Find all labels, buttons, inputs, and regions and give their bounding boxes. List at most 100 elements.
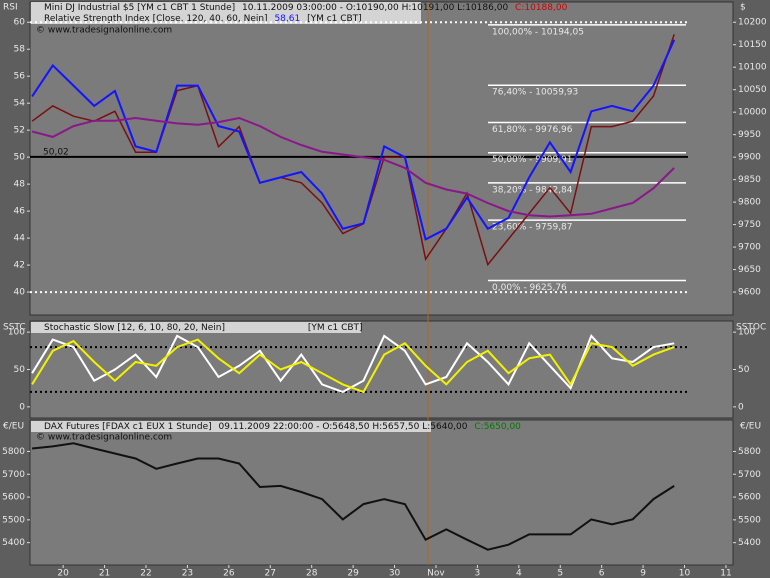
y-tick-label: 56 bbox=[14, 72, 26, 82]
y-tick-label: 0 bbox=[19, 402, 25, 412]
y-tick-label: 40 bbox=[14, 288, 26, 298]
quote: 09.11.2009 22:00:00 - O:5648,50 H:5657,5… bbox=[219, 422, 468, 432]
y2-tick-label: 10000 bbox=[738, 108, 767, 118]
x-tick-label: 10 bbox=[679, 569, 691, 578]
y2-tick-label: 9600 bbox=[738, 288, 761, 298]
x-tick-label: 30 bbox=[389, 569, 401, 578]
y-tick-label: 46 bbox=[14, 207, 26, 217]
source-tag: [YM c1 CBT] bbox=[307, 14, 362, 24]
header-box bbox=[31, 421, 431, 432]
panel bbox=[29, 419, 734, 566]
series-name: Relative Strength Index [Close, 120, 40,… bbox=[44, 14, 268, 24]
panel bbox=[29, 320, 734, 419]
y2-tick-label: 9800 bbox=[738, 198, 761, 208]
y2-tick-label: 9900 bbox=[738, 153, 761, 163]
y-tick-label: 5800 bbox=[2, 447, 25, 457]
y-tick-label: 48 bbox=[14, 180, 26, 190]
series-name: DAX Futures [FDAX c1 EUX 1 Stunde] bbox=[44, 422, 212, 432]
rsi-value: 58,61 bbox=[274, 14, 300, 24]
axis-label: €/EU bbox=[740, 422, 761, 432]
quote: 10.11.2009 03:00:00 - O:10190,00 H:10191… bbox=[242, 3, 508, 13]
header: Relative Strength Index [Close, 120, 40,… bbox=[44, 14, 362, 24]
y-tick-label: 50 bbox=[738, 365, 750, 375]
y-tick-label: 58 bbox=[14, 45, 26, 55]
series-name: Mini DJ Industrial $5 [YM c1 CBT 1 Stund… bbox=[44, 3, 235, 13]
x-tick-label: 23 bbox=[182, 569, 193, 578]
x-tick-label: 28 bbox=[306, 569, 318, 578]
x-tick-label: 5 bbox=[557, 569, 563, 578]
y-tick-label: 5400 bbox=[738, 538, 761, 548]
fib-label: 61,80% - 9976,96 bbox=[492, 125, 573, 135]
axis-label: SSTOC bbox=[736, 323, 766, 333]
axis-label: RSI bbox=[3, 3, 18, 13]
y2-tick-label: 10100 bbox=[738, 63, 767, 73]
y-tick-label: 44 bbox=[14, 234, 26, 244]
x-tick-label: 26 bbox=[223, 569, 235, 578]
y-tick-label: 5400 bbox=[2, 538, 25, 548]
y2-tick-label: 9850 bbox=[738, 175, 761, 185]
source-tag: [YM c1 CBT] bbox=[308, 323, 363, 333]
axis-label: SSTC bbox=[3, 323, 26, 333]
x-tick-label: 22 bbox=[140, 569, 151, 578]
y2-tick-label: 10050 bbox=[738, 85, 767, 95]
y-tick-label: 52 bbox=[14, 126, 25, 136]
y-tick-label: 5700 bbox=[2, 470, 25, 480]
x-tick-label: 4 bbox=[516, 569, 522, 578]
x-tick-label: 11 bbox=[720, 569, 731, 578]
x-tick-label: 29 bbox=[347, 569, 359, 578]
y-tick-label: 100 bbox=[8, 328, 25, 338]
axis-label: $ bbox=[740, 3, 746, 13]
y-tick-label: 5600 bbox=[738, 493, 761, 503]
y-tick-label: 0 bbox=[738, 402, 744, 412]
series-line bbox=[31, 116, 675, 218]
header: Stochastic Slow [12, 6, 10, 80, 20, Nein… bbox=[44, 323, 363, 333]
copyright: © www.tradesignalonline.com bbox=[36, 26, 172, 36]
x-tick-label: 6 bbox=[599, 569, 605, 578]
midline-label: 50,02 bbox=[43, 147, 69, 157]
y2-tick-label: 10150 bbox=[738, 40, 767, 50]
x-tick-label: 21 bbox=[99, 569, 110, 578]
series-line bbox=[31, 34, 675, 267]
axis-label: €/EU bbox=[3, 422, 24, 432]
close: C:5650,00 bbox=[474, 422, 521, 432]
y-tick-label: 42 bbox=[14, 261, 25, 271]
y-tick-label: 5500 bbox=[738, 515, 761, 525]
y-tick-label: 50 bbox=[14, 153, 26, 163]
y-tick-label: 54 bbox=[14, 99, 26, 109]
close: C:10188,00 bbox=[515, 3, 568, 13]
fib-label: 76,40% - 10059,93 bbox=[492, 88, 578, 98]
y2-tick-label: 9700 bbox=[738, 243, 761, 253]
y-tick-label: 50 bbox=[14, 365, 26, 375]
y-tick-label: 60 bbox=[14, 18, 26, 28]
series-line bbox=[31, 442, 675, 551]
header-box bbox=[31, 2, 421, 24]
title: Stochastic Slow [12, 6, 10, 80, 20, Nein… bbox=[44, 323, 225, 333]
y2-tick-label: 9650 bbox=[738, 265, 761, 275]
fib-label: 23,60% - 9759,87 bbox=[492, 223, 573, 233]
series-line bbox=[31, 338, 675, 394]
fib-label: 38,20% - 9842,84 bbox=[492, 185, 573, 195]
header-box bbox=[31, 322, 361, 333]
y-tick-label: 5800 bbox=[738, 447, 761, 457]
copyright: © www.tradesignalonline.com bbox=[36, 433, 172, 443]
series-line bbox=[31, 334, 675, 393]
y-tick-label: 5600 bbox=[2, 493, 25, 503]
header: DAX Futures [FDAX c1 EUX 1 Stunde] 09.11… bbox=[44, 422, 521, 432]
fib-label: 50,00% - 9909,91 bbox=[492, 155, 573, 165]
y2-tick-label: 10200 bbox=[738, 18, 767, 28]
x-tick-label: 3 bbox=[475, 569, 481, 578]
x-tick-label: 9 bbox=[640, 569, 646, 578]
series-line bbox=[31, 39, 676, 241]
header: Mini DJ Industrial $5 [YM c1 CBT 1 Stund… bbox=[44, 3, 568, 13]
y2-tick-label: 9950 bbox=[738, 130, 761, 140]
fib-label: 100,00% - 10194,05 bbox=[492, 27, 584, 37]
x-tick-label: Nov bbox=[427, 569, 445, 578]
y-tick-label: 100 bbox=[738, 328, 755, 338]
y-tick-label: 5700 bbox=[738, 470, 761, 480]
y-tick-label: 5500 bbox=[2, 515, 25, 525]
x-tick-label: 20 bbox=[57, 569, 69, 578]
x-tick-label: 27 bbox=[265, 569, 276, 578]
fib-label: 0,00% - 9625,76 bbox=[492, 283, 567, 293]
